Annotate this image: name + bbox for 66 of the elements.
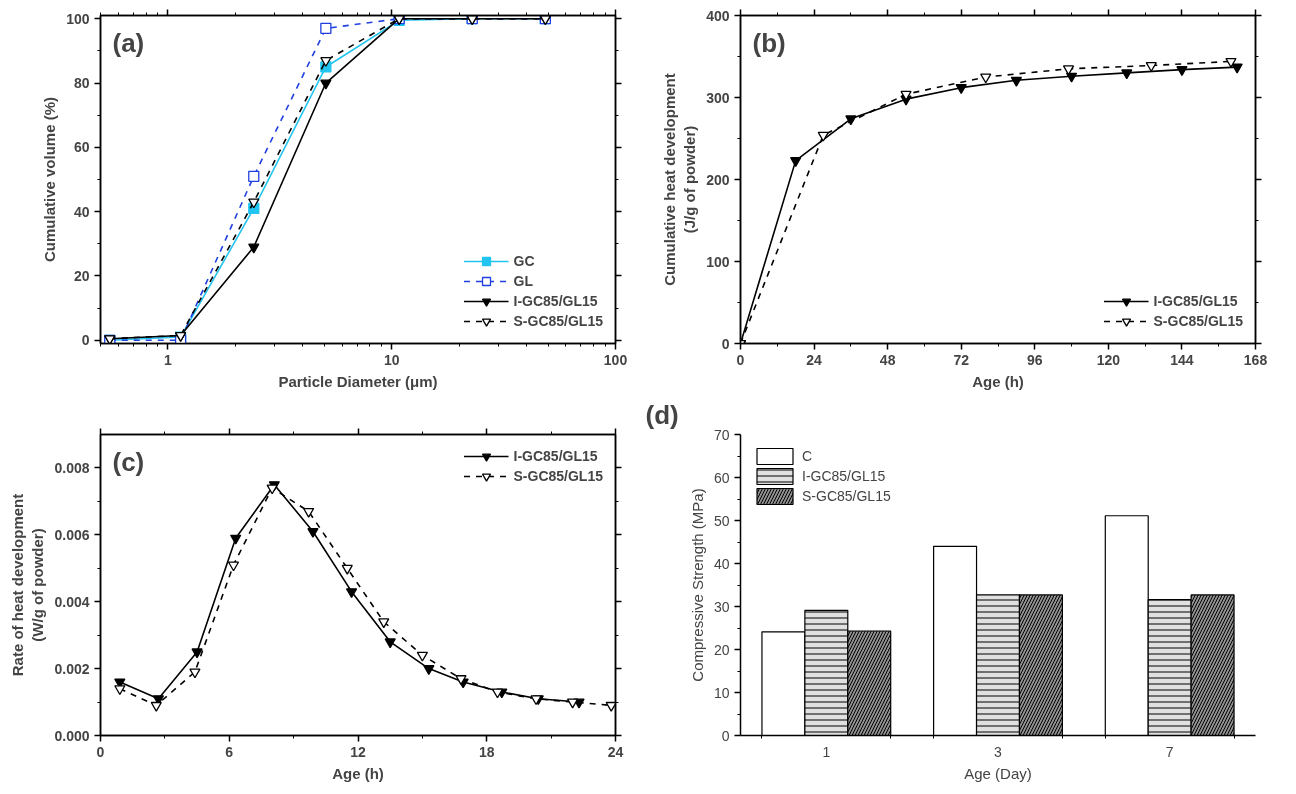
y-tick-label: 30 bbox=[713, 598, 730, 615]
x-tick-label: 10 bbox=[383, 351, 400, 368]
legend-label: GL bbox=[513, 273, 534, 289]
x-tick-label: 144 bbox=[1170, 351, 1194, 368]
y-tick-label: 0.006 bbox=[54, 526, 90, 543]
y-tick-label: 40 bbox=[713, 555, 730, 572]
legend-label: S-GC85/GL15 bbox=[513, 468, 603, 484]
x-axis-title: Age (Day) bbox=[964, 764, 1032, 782]
x-tick-label: 18 bbox=[478, 743, 495, 760]
text: (a) bbox=[112, 27, 145, 58]
x-axis-title: Particle Diameter (μm) bbox=[278, 372, 438, 390]
y-tick-label: 0 bbox=[721, 727, 730, 744]
y-tick-label: 20 bbox=[73, 267, 90, 284]
y-tick-label: 0 bbox=[81, 332, 90, 349]
y-tick-label: 100 bbox=[66, 10, 90, 27]
x-tick-label: 72 bbox=[953, 351, 970, 368]
x-tick-label: 1 bbox=[822, 743, 831, 760]
x-tick-label: 1 bbox=[163, 351, 172, 368]
x-tick-label: 7 bbox=[1165, 743, 1174, 760]
y-tick-label: 20 bbox=[713, 641, 730, 658]
legend-label: I-GC85/GL15 bbox=[513, 293, 598, 309]
x-tick-label: 0 bbox=[96, 743, 105, 760]
y-tick-label: 60 bbox=[73, 139, 90, 156]
legend-label: S-GC85/GL15 bbox=[1153, 313, 1243, 329]
y-tick-label: 400 bbox=[706, 7, 730, 24]
x-tick-label: 120 bbox=[1096, 351, 1121, 368]
x-tick-label: 24 bbox=[607, 743, 624, 760]
x-tick-label: 12 bbox=[350, 743, 366, 760]
y-tick-label: 300 bbox=[706, 89, 730, 106]
y-axis-title: Rate of heat development (W/g of powder) bbox=[9, 493, 47, 677]
legend-label: I-GC85/GL15 bbox=[1153, 293, 1238, 309]
text: (c) bbox=[112, 446, 145, 477]
y-tick-label: 0 bbox=[721, 335, 730, 352]
legend-label: S-GC85/GL15 bbox=[802, 488, 891, 504]
text: (b) bbox=[752, 27, 786, 58]
legend-label: S-GC85/GL15 bbox=[513, 313, 603, 329]
y-tick-label: 10 bbox=[713, 684, 730, 701]
chart-title: (d) bbox=[645, 399, 679, 430]
y-tick-label: 50 bbox=[713, 512, 730, 529]
y-axis-title: Cumulative volume (%) bbox=[41, 96, 59, 263]
x-axis-title: Age (h) bbox=[972, 372, 1024, 390]
y-axis-title: Cumulative heat development (J/g of powder) bbox=[660, 73, 699, 286]
y-tick-label: 100 bbox=[706, 253, 730, 270]
y-tick-label: 200 bbox=[706, 171, 730, 188]
y-tick-label: 60 bbox=[713, 469, 730, 486]
y-tick-label: 80 bbox=[73, 75, 90, 92]
y-tick-label: 0.000 bbox=[54, 727, 90, 744]
x-tick-label: 168 bbox=[1243, 351, 1268, 368]
x-tick-label: 96 bbox=[1027, 351, 1043, 368]
legend-label: C bbox=[802, 448, 814, 464]
y-tick-label: 40 bbox=[73, 203, 90, 220]
x-tick-label: 24 bbox=[806, 351, 823, 368]
y-axis-title: Compressive Strength (MPa) bbox=[688, 488, 706, 682]
legend-label: GC bbox=[513, 253, 535, 269]
y-tick-label: 0.002 bbox=[54, 660, 90, 677]
y-tick-label: 0.008 bbox=[54, 459, 90, 476]
x-axis-title: Age (h) bbox=[332, 764, 384, 782]
x-tick-label: 6 bbox=[225, 743, 234, 760]
legend-label: I-GC85/GL15 bbox=[802, 468, 886, 484]
legend-label: I-GC85/GL15 bbox=[513, 448, 598, 464]
x-tick-label: 100 bbox=[603, 351, 628, 368]
y-tick-label: 70 bbox=[713, 426, 730, 443]
y-tick-label: 0.004 bbox=[54, 593, 90, 610]
x-tick-label: 48 bbox=[879, 351, 896, 368]
x-tick-label: 3 bbox=[994, 743, 1003, 760]
x-tick-label: 0 bbox=[736, 351, 745, 368]
